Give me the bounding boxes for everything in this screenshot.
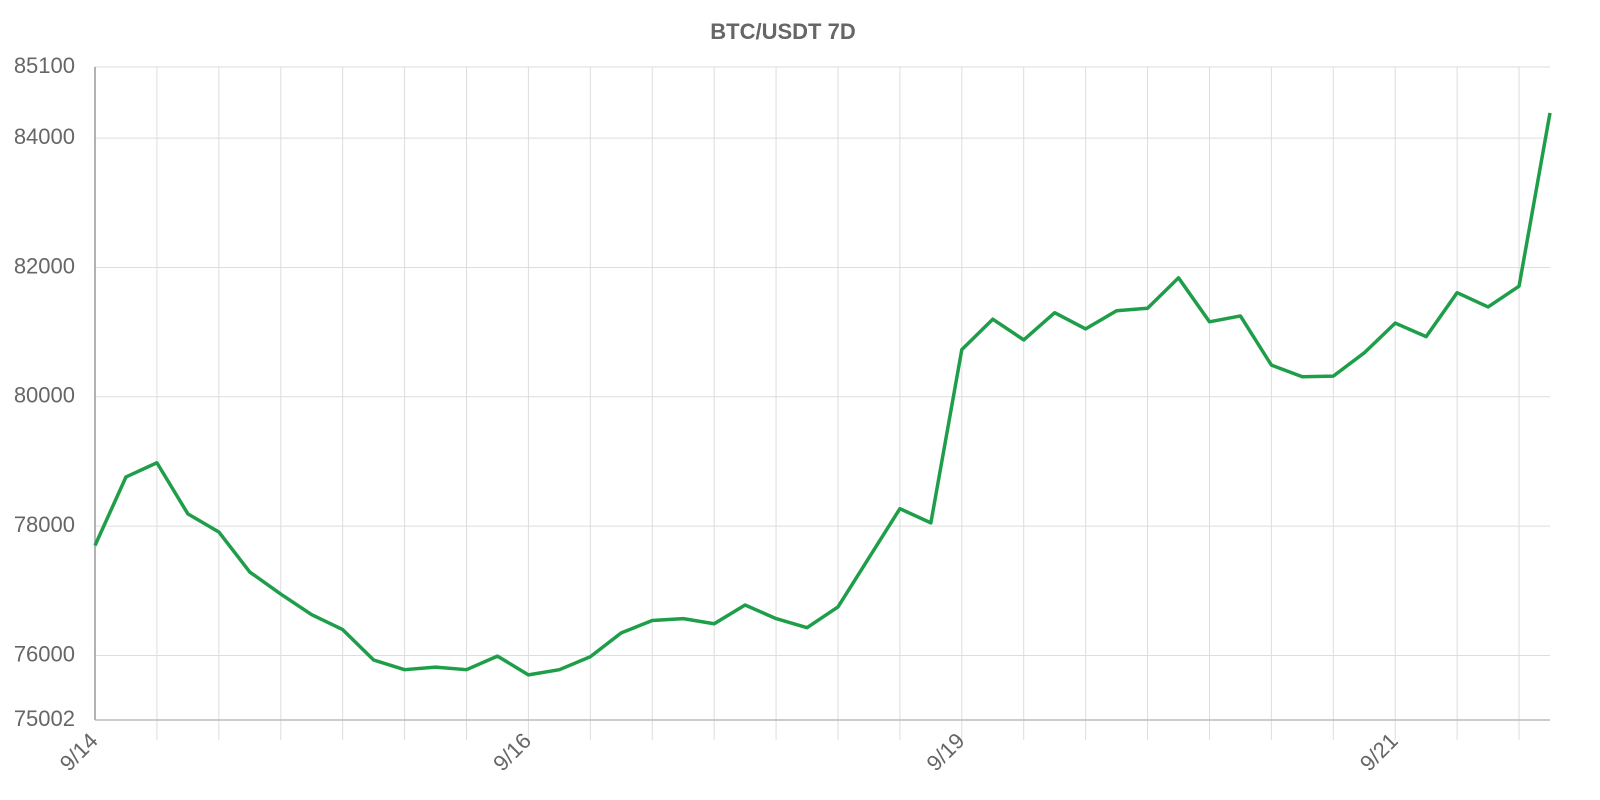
y-tick-label: 78000 xyxy=(14,512,75,537)
y-tick-label: 75002 xyxy=(14,706,75,731)
y-tick-label: 85100 xyxy=(14,53,75,78)
y-tick-label: 76000 xyxy=(14,641,75,666)
price-line xyxy=(93,112,1552,677)
x-tick-label: 9/14 xyxy=(55,728,103,776)
y-tick-label: 84000 xyxy=(14,124,75,149)
y-tick-label: 82000 xyxy=(14,253,75,278)
y-tick-label: 80000 xyxy=(14,383,75,408)
chart-title: BTC/USDT 7D xyxy=(710,19,855,44)
